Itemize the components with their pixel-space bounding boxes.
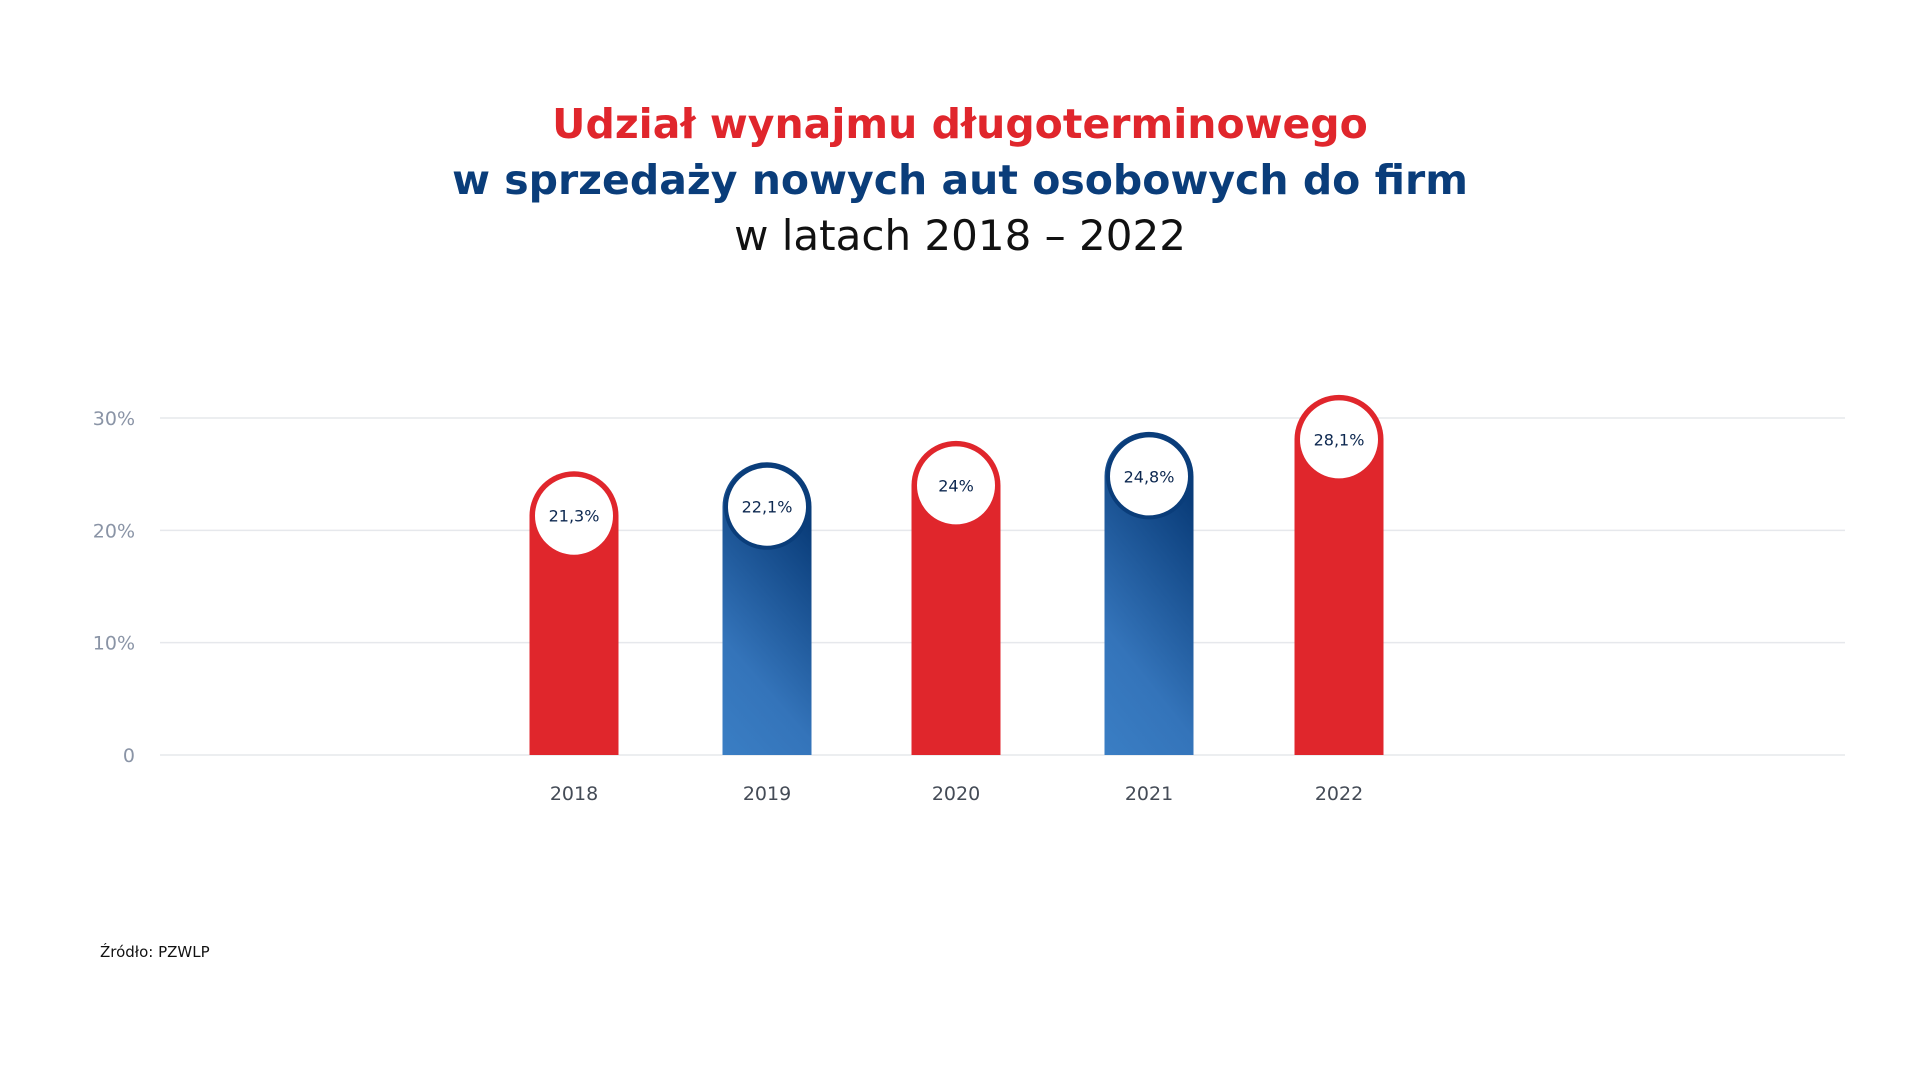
x-tick-label: 2020 bbox=[932, 783, 980, 805]
bar-group: 21,3% bbox=[529, 471, 619, 755]
chart-title: Udział wynajmu długoterminowego w sprzed… bbox=[0, 96, 1920, 264]
value-bubble bbox=[1296, 396, 1382, 483]
source-note: Źródło: PZWLP bbox=[100, 943, 210, 961]
y-tick-label: 30% bbox=[93, 408, 135, 430]
data-label: 24% bbox=[938, 476, 974, 495]
title-line-1: Udział wynajmu długoterminowego bbox=[552, 100, 1368, 148]
bar bbox=[1294, 394, 1384, 755]
x-tick-label: 2018 bbox=[550, 783, 598, 805]
y-tick-label: 20% bbox=[93, 520, 135, 542]
x-tick-label: 2021 bbox=[1125, 783, 1173, 805]
y-axis-ticks: 0 10% 20% 30% bbox=[93, 408, 135, 767]
bar-group: 24,8% bbox=[1104, 431, 1194, 755]
data-label: 24,8% bbox=[1124, 467, 1175, 486]
y-tick-label: 0 bbox=[123, 745, 135, 767]
bar-group: 24% bbox=[911, 440, 1001, 755]
x-tick-label: 2022 bbox=[1315, 783, 1363, 805]
value-bubble bbox=[531, 472, 617, 559]
value-bubble bbox=[1106, 433, 1192, 520]
title-line-2: w sprzedaży nowych aut osobowych do firm bbox=[452, 156, 1468, 204]
bar-group: 22,1% bbox=[722, 462, 812, 755]
bar-group: 28,1% bbox=[1294, 394, 1384, 755]
data-label: 22,1% bbox=[742, 498, 793, 517]
value-bubble bbox=[724, 463, 810, 550]
title-line-3: w latach 2018 – 2022 bbox=[734, 211, 1186, 260]
data-label: 28,1% bbox=[1314, 430, 1365, 449]
data-label: 21,3% bbox=[549, 507, 600, 526]
x-tick-label: 2019 bbox=[743, 783, 791, 805]
y-tick-label: 10% bbox=[93, 633, 135, 655]
gridlines bbox=[160, 417, 1845, 756]
bars: 21,3% 22,1% 24% 24,8% 28,1% bbox=[529, 394, 1384, 755]
value-bubble bbox=[913, 442, 999, 529]
x-axis-ticks: 2018 2019 2020 2021 2022 bbox=[550, 783, 1363, 805]
